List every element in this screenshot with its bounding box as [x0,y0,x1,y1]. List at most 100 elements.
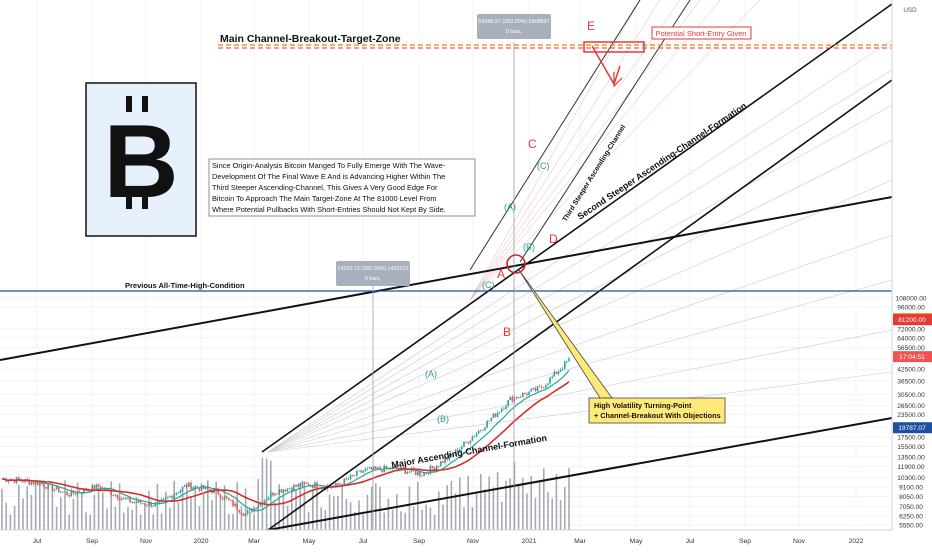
volume-bar [555,474,558,530]
volume-bar [530,476,532,530]
candle-body [22,481,24,483]
candle-body [57,486,60,493]
price-axis[interactable] [892,0,932,530]
volume-bar [387,498,390,530]
candle-body [270,492,272,498]
volume-bar [186,483,188,530]
price-tick-label: 15500.00 [897,444,925,451]
candle-body [305,482,308,484]
volume-bar [194,485,196,530]
candle-body [568,358,570,362]
candle-body [337,483,339,485]
volume-bar [85,512,87,530]
volume-bar [442,504,444,530]
candle-body [528,391,530,395]
measure-tooltip-2-bars: 0 bars, [506,29,523,35]
candle-body [297,484,299,487]
volume-bar [379,486,381,530]
candle-body [39,482,41,486]
fan-line [267,104,892,453]
wave-label-sub-b2: (B) [523,242,535,252]
volume-bar [354,512,356,530]
turning-point-text-1: High Volatility Turning-Point [594,401,692,410]
price-tick-label: 7050.00 [899,504,923,511]
candle-body [463,441,465,447]
volume-bar [421,509,423,530]
candle-body [169,496,171,497]
volume-bar [118,483,121,530]
volume-bar [400,511,402,530]
candle-body [53,489,56,491]
time-tick-label: Sep [86,538,98,545]
volume-bar [475,493,478,530]
candle-body [173,494,175,499]
volume-bar [463,507,465,530]
candle-body [95,484,98,490]
candle-body [446,458,448,460]
volume-bar [438,491,440,530]
price-tick-label: 5550.00 [899,523,923,530]
price-tick-label: 36500.00 [897,378,925,385]
volume-bar [459,477,461,530]
candle-body [385,465,388,469]
candle-body [465,441,467,443]
candle-body [278,489,280,495]
wave-label-c: C [528,137,537,151]
candle-body [137,500,140,503]
candle-body [423,472,425,477]
candle-body [274,493,276,496]
volume-bar [446,485,448,530]
candle-body [404,468,406,474]
candle-body [83,488,85,494]
candle-body [112,495,115,496]
price-tick-label: 72000.00 [897,326,925,333]
candle-body [7,480,10,482]
candle-body [490,417,493,421]
volume-bar [22,498,24,530]
volume-bar [517,486,520,530]
candle-body [240,512,243,514]
candle-body [28,480,31,485]
turning-point-callout [588,397,726,424]
candle-body [177,492,180,494]
major-channel-upper-line [0,196,892,361]
volume-bar [383,512,385,530]
volume-bar [408,486,411,530]
volume-bar [60,497,62,530]
volume-bar [328,494,331,530]
fan-line-red [469,0,661,301]
candle-body [108,488,110,491]
measure-tooltip-2 [477,14,551,39]
candle-body [230,499,232,501]
volume-bar [286,505,289,530]
analysis-text: Since Origin-Analysis Bitcoin Manged To … [212,161,446,214]
volume-bar [454,493,457,530]
wave-label-a: A [497,267,505,281]
fan-line-red [469,0,641,301]
candle-body [406,471,409,474]
volume-bar [202,494,205,530]
candle-body [307,483,310,487]
measure-tooltip-1-value: 14220.12 (260.00%) 1422012 [337,266,408,272]
fan-line [267,329,892,453]
volume-bar [559,499,562,530]
svg-text:Where Potential Pullbacks With: Where Potential Pullbacks With Short-Ent… [212,205,446,214]
volume-bar [131,509,133,530]
svg-text:Since Origin-Analysis Bitcoin: Since Origin-Analysis Bitcoin Manged To … [212,161,446,170]
wave-labels-red: E C A B D [497,19,595,339]
time-axis[interactable] [0,530,932,550]
major-channel-lower-line [267,417,892,530]
time-tick-label: May [630,538,643,545]
time-tick-label: Sep [739,538,751,545]
volume-bars [1,458,570,530]
candle-body [517,397,520,399]
volume-bar [307,511,310,530]
volume-bar [496,472,499,530]
candle-body [477,430,480,434]
candle-body [450,454,453,456]
candle-body [154,502,157,507]
wave-labels-teal: (A) (B) (C) (A) (B) (C) [425,161,550,424]
